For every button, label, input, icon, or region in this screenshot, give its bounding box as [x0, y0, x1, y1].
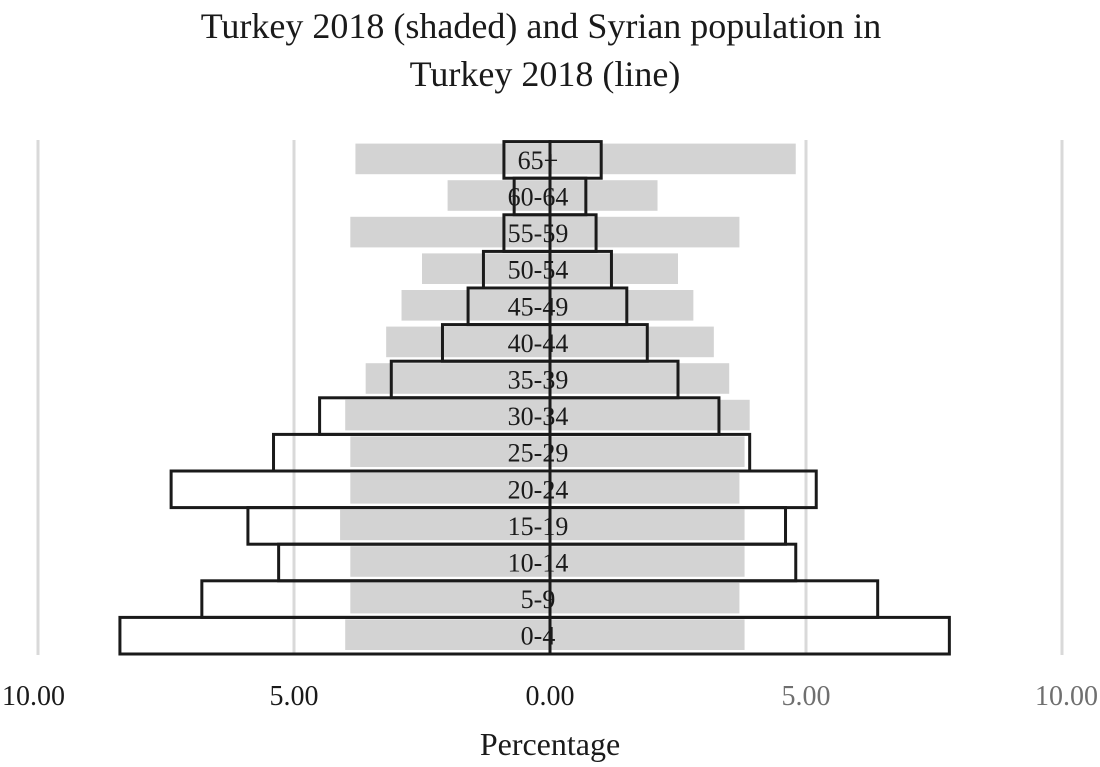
- age-label-30-34: 30-34: [508, 402, 569, 431]
- age-label-45-49: 45-49: [508, 292, 569, 321]
- shaded-bar-left-30-34: [345, 399, 550, 431]
- shaded-bar-right-60-64: [550, 180, 658, 211]
- chart-title-line-1: Turkey 2018 (shaded) and Syrian populati…: [201, 6, 882, 46]
- shaded-bar-left-5-9: [350, 582, 550, 614]
- age-label-35-39: 35-39: [508, 366, 569, 395]
- shaded-bar-right-10-14: [550, 546, 745, 577]
- shaded-bar-right-40-44: [550, 326, 714, 358]
- x-tick-label-3: 5.00: [782, 681, 831, 712]
- age-label-55-59: 55-59: [508, 219, 569, 248]
- x-axis-tick-labels: 10.00 5.00 0.00 5.00 10.00: [2, 681, 1098, 712]
- turkey-shaded-bars: [340, 143, 796, 650]
- shaded-bar-right-25-29: [550, 436, 745, 467]
- shaded-bar-right-50-54: [550, 253, 678, 284]
- age-label-20-24: 20-24: [508, 475, 569, 504]
- age-group-labels: 0-4 5-9 10-14 15-19 20-24 25-29 30-34 35-39 40-4…: [508, 146, 569, 651]
- shaded-bar-left-50-54: [422, 253, 550, 284]
- shaded-bar-left-35-39: [365, 363, 550, 394]
- x-axis-label: Percentage: [480, 726, 620, 762]
- shaded-bar-left-25-29: [350, 436, 550, 467]
- shaded-bar-right-65+: [550, 143, 796, 175]
- age-label-0-4: 0-4: [521, 622, 556, 651]
- shaded-bar-left-55-59: [350, 216, 550, 248]
- age-label-25-29: 25-29: [508, 439, 569, 468]
- x-tick-label-2: 0.00: [526, 681, 575, 712]
- shaded-bar-right-5-9: [550, 582, 740, 614]
- x-tick-label-0: 10.00: [2, 681, 65, 712]
- x-tick-label-1: 5.00: [270, 681, 319, 712]
- shaded-bar-right-35-39: [550, 363, 730, 394]
- shaded-bar-left-10-14: [350, 546, 550, 577]
- shaded-bar-right-55-59: [550, 216, 740, 248]
- shaded-bar-left-60-64: [447, 180, 550, 211]
- shaded-bar-right-0-4: [550, 619, 745, 650]
- shaded-bar-left-20-24: [350, 473, 550, 504]
- shaded-bar-right-15-19: [550, 509, 745, 541]
- age-label-50-54: 50-54: [508, 256, 569, 285]
- chart-title-line-2: Turkey 2018 (line): [410, 54, 681, 94]
- shaded-bar-left-40-44: [386, 326, 550, 358]
- age-label-40-44: 40-44: [508, 329, 569, 358]
- shaded-bar-left-45-49: [401, 290, 550, 321]
- age-label-5-9: 5-9: [521, 585, 556, 614]
- age-label-65+: 65+: [518, 146, 559, 175]
- shaded-bar-left-15-19: [340, 509, 550, 541]
- shaded-bar-right-20-24: [550, 473, 740, 504]
- x-tick-label-4: 10.00: [1035, 681, 1098, 712]
- shaded-bar-right-45-49: [550, 290, 694, 321]
- shaded-bar-left-0-4: [345, 619, 550, 650]
- syrian-outline-bars: [118, 140, 951, 656]
- shaded-bar-left-65+: [355, 143, 550, 175]
- age-label-60-64: 60-64: [508, 183, 569, 212]
- age-label-15-19: 15-19: [508, 512, 569, 541]
- shaded-bar-right-30-34: [550, 399, 750, 431]
- gridlines: [36, 140, 1064, 655]
- age-label-10-14: 10-14: [508, 549, 569, 578]
